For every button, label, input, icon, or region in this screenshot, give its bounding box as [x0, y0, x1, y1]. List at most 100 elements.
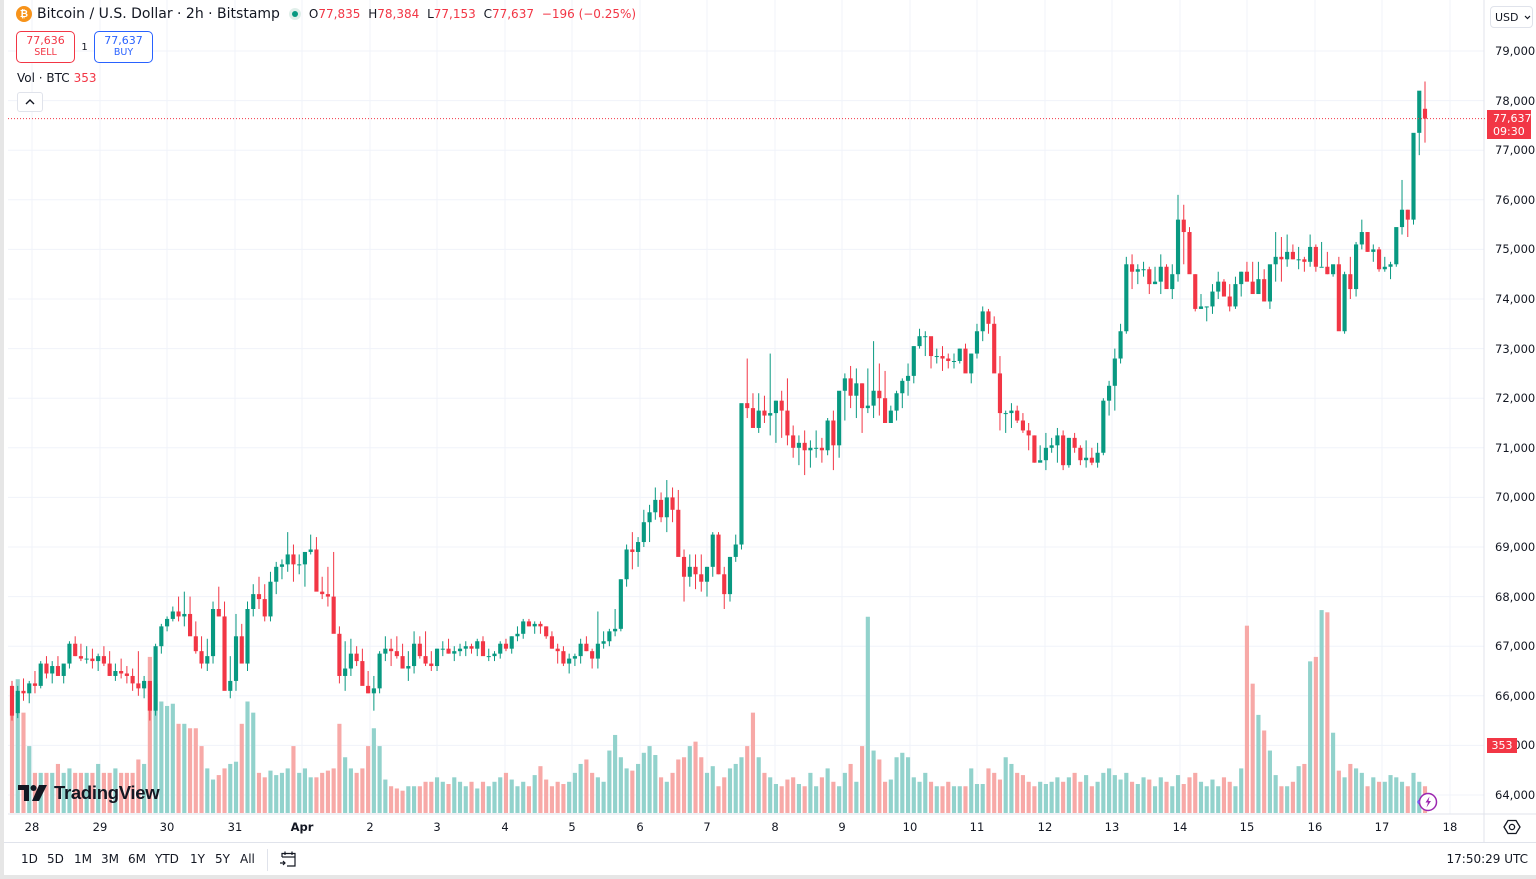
volume-bar: [538, 766, 543, 813]
candle-body: [1250, 281, 1255, 295]
buy-label: BUY: [113, 47, 134, 58]
volume-bar: [130, 772, 135, 813]
volume-bar: [791, 777, 796, 813]
volume-bar: [1267, 750, 1272, 813]
volume-bar: [498, 777, 503, 813]
range-button-5y[interactable]: 5Y: [215, 852, 230, 866]
price-chart-canvas[interactable]: [4, 0, 1536, 879]
chevron-up-icon: [25, 99, 35, 105]
volume-label: Vol · BTC: [17, 71, 70, 85]
volume-bar: [124, 772, 129, 813]
timezone-clock[interactable]: 17:50:29 UTC: [1446, 852, 1529, 866]
volume-bar: [107, 772, 112, 813]
volume-bar: [934, 786, 939, 813]
volume-bar: [739, 757, 744, 813]
candle-body: [1422, 108, 1428, 119]
volume-bar: [233, 761, 239, 813]
toolbar-separator: [267, 849, 268, 871]
candle-body: [549, 636, 554, 649]
volume-bar: [871, 750, 876, 813]
candle-body: [124, 673, 129, 676]
volume-bar: [699, 757, 704, 813]
trade-buttons: 77,636 SELL 1 77,637 BUY: [16, 31, 153, 63]
candle-body: [90, 658, 95, 662]
tradingview-logo[interactable]: TradingView: [18, 782, 160, 804]
candle-body: [1055, 435, 1060, 446]
range-button-6m[interactable]: 6M: [128, 852, 146, 866]
low-label: L: [427, 7, 434, 21]
range-button-1d[interactable]: 1D: [21, 852, 38, 866]
volume-bar: [222, 768, 227, 813]
candle-body: [1365, 232, 1370, 252]
volume-bar: [727, 768, 733, 813]
range-button-ytd[interactable]: YTD: [155, 852, 179, 866]
range-button-3m[interactable]: 3M: [101, 852, 119, 866]
volume-bar: [1394, 777, 1399, 813]
volume-bar: [509, 779, 514, 813]
currency-select[interactable]: USD: [1490, 6, 1533, 28]
symbol-title[interactable]: Bitcoin / U.S. Dollar · 2h · Bitstamp: [37, 6, 280, 22]
volume-bar: [946, 781, 951, 813]
volume-bar: [1331, 732, 1336, 813]
volume-bar: [423, 781, 428, 813]
candle-body: [1285, 251, 1290, 260]
market-status-icon[interactable]: [288, 8, 301, 20]
candle-body: [595, 643, 600, 659]
volume-bar: [1135, 784, 1140, 813]
volume-bar: [814, 786, 819, 813]
candle-body: [1359, 232, 1364, 245]
candle-body: [498, 643, 503, 654]
go-to-date-button[interactable]: [279, 850, 298, 869]
candle-body: [73, 643, 78, 657]
candle-body: [641, 522, 646, 543]
candle-body: [515, 633, 520, 637]
candle-body: [55, 666, 61, 676]
range-button-5d[interactable]: 5D: [47, 852, 64, 866]
volume-bar: [997, 779, 1003, 813]
volume-bar: [1015, 772, 1020, 813]
volume-bar: [503, 772, 509, 813]
candle-body: [521, 621, 526, 634]
volume-bar: [251, 712, 256, 813]
candle-body: [814, 447, 819, 449]
chart-settings-button[interactable]: [1503, 818, 1521, 836]
volume-bar: [796, 784, 801, 813]
sell-button[interactable]: 77,636 SELL: [16, 31, 75, 63]
time-axis[interactable]: 28 29 30 31 Apr 2 3 4 5 6 7 8 9 10 11 12 13 14 15 16 17 18: [4, 814, 1484, 840]
time-axis-label: 18: [1442, 820, 1458, 834]
collapse-legend-button[interactable]: [17, 92, 43, 112]
candle-body: [796, 442, 801, 448]
candle-body: [509, 636, 514, 649]
candle-body: [96, 656, 101, 662]
volume-bar: [848, 763, 853, 813]
volume-bar: [1003, 757, 1008, 813]
candle-body: [159, 626, 164, 647]
range-button-all[interactable]: All: [240, 852, 255, 866]
volume-bar: [1216, 786, 1221, 813]
volume-bar: [1193, 772, 1198, 813]
candle-body: [366, 685, 371, 694]
volume-legend[interactable]: Vol · BTC 353: [17, 71, 97, 85]
volume-bar: [354, 772, 359, 813]
buy-button[interactable]: 77,637 BUY: [94, 31, 153, 63]
candle-body: [147, 680, 152, 711]
volume-bar: [1239, 768, 1244, 813]
time-axis-label: 6: [636, 820, 644, 834]
range-button-1y[interactable]: 1Y: [190, 852, 205, 866]
volume-bar: [383, 779, 388, 813]
footer-border: [4, 875, 1536, 879]
candle-body: [343, 668, 348, 676]
time-axis-label: 15: [1239, 820, 1255, 834]
volume-bar: [285, 768, 290, 813]
volume-bar: [1175, 775, 1181, 813]
candle-body: [492, 653, 497, 657]
ai-assistant-badge[interactable]: [1413, 792, 1439, 812]
range-button-1m[interactable]: 1M: [74, 852, 92, 866]
volume-bar: [1273, 775, 1278, 813]
candle-body: [1319, 266, 1324, 268]
volume-bar: [55, 763, 61, 813]
candle-body: [974, 331, 980, 354]
candle-body: [538, 623, 543, 627]
volume-bar: [1141, 777, 1146, 813]
time-axis-label: 7: [703, 820, 711, 834]
